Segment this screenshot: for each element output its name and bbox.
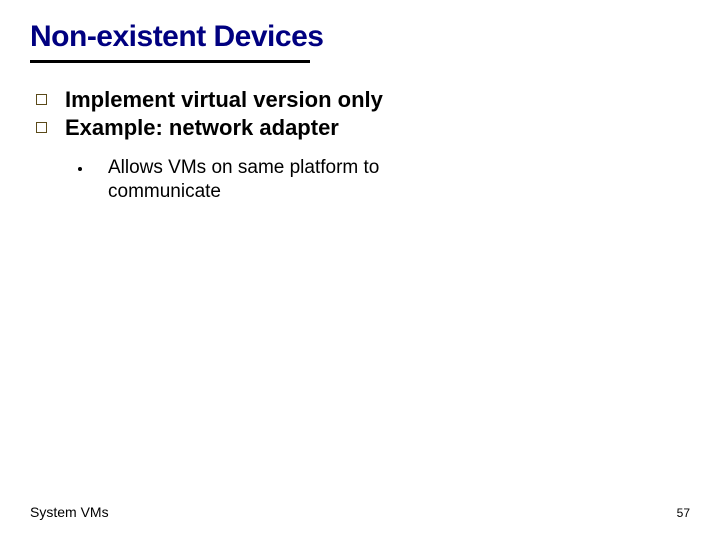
sub-bullet-text: Allows VMs on same platform to communica… [108, 156, 488, 204]
slide-title: Non-existent Devices [30, 20, 690, 54]
bullet-item: Example: network adapter [36, 115, 690, 141]
page-number: 57 [677, 506, 690, 520]
bullet-text: Example: network adapter [65, 115, 339, 141]
content-area: Implement virtual version only Example: … [30, 87, 690, 203]
bullet-text: Implement virtual version only [65, 87, 383, 113]
bullet-item: Implement virtual version only [36, 87, 690, 113]
footer-left-text: System VMs [30, 504, 109, 520]
square-bullet-icon [36, 94, 47, 105]
sub-bullet-item: Allows VMs on same platform to communica… [78, 156, 690, 204]
title-underline [30, 60, 310, 63]
square-bullet-icon [36, 122, 47, 133]
sub-bullet-list: Allows VMs on same platform to communica… [36, 156, 690, 204]
dot-bullet-icon [78, 167, 82, 171]
slide-container: Non-existent Devices Implement virtual v… [0, 0, 720, 540]
